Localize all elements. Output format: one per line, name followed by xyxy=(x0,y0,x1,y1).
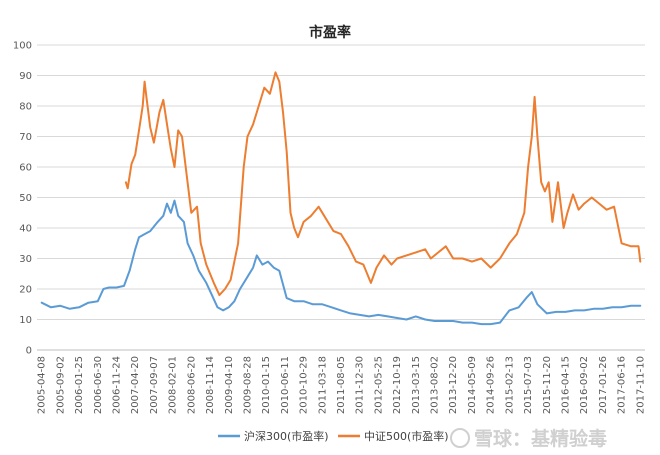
x-tick-label: 2006-06-30 xyxy=(93,356,104,414)
x-tick-label: 2010-06-11 xyxy=(280,356,291,414)
y-tick-label: 20 xyxy=(19,285,32,296)
snowball-logo-icon xyxy=(450,428,470,448)
series-lines xyxy=(40,71,642,326)
x-tick-label: 2012-05-25 xyxy=(373,356,384,414)
legend-label: 中证500(市盈率) xyxy=(364,429,449,443)
y-tick-label: 70 xyxy=(19,132,32,143)
y-tick-label: 40 xyxy=(19,224,32,235)
x-tick-label: 2013-12-20 xyxy=(448,356,459,414)
x-tick-label: 2008-11-14 xyxy=(205,356,216,414)
y-tick-label: 100 xyxy=(13,41,32,52)
x-tick-label: 2008-06-20 xyxy=(186,356,197,414)
chart-title: 市盈率 xyxy=(309,24,351,41)
series-line-hs300 xyxy=(40,199,642,326)
x-tick-label: 2015-11-20 xyxy=(542,356,553,414)
x-tick-label: 2006-11-24 xyxy=(112,356,123,414)
x-tick-label: 2014-09-26 xyxy=(486,356,497,414)
y-tick-label: 10 xyxy=(19,315,32,326)
x-tick-label: 2006-01-25 xyxy=(74,356,85,414)
x-tick-label: 2017-06-16 xyxy=(617,356,628,414)
x-tick-label: 2014-05-09 xyxy=(467,356,478,414)
series-line-zz500 xyxy=(124,71,642,297)
x-tick-label: 2005-09-02 xyxy=(55,356,66,414)
y-tick-label: 0 xyxy=(26,346,32,357)
x-tick-label: 2010-10-29 xyxy=(299,356,310,414)
x-tick-label: 2005-04-08 xyxy=(37,356,48,414)
x-tick-label: 2009-08-28 xyxy=(242,356,253,414)
x-tick-label: 2013-08-02 xyxy=(430,356,441,414)
x-tick-label: 2017-11-10 xyxy=(635,356,646,414)
x-axis-ticks: 2005-04-08 2005-09-02 2006-01-25 2006-06-30… xyxy=(37,356,647,414)
x-tick-label: 2011-03-18 xyxy=(317,356,328,414)
y-tick-label: 80 xyxy=(19,102,32,113)
watermark: 雪球：基精验毒 xyxy=(450,427,607,450)
x-tick-label: 2011-08-05 xyxy=(336,356,347,414)
legend-label: 沪深300(市盈率) xyxy=(244,429,329,443)
x-tick-label: 2016-09-02 xyxy=(579,356,590,414)
y-tick-label: 50 xyxy=(19,193,32,204)
watermark-text: 雪球：基精验毒 xyxy=(474,427,607,450)
y-tick-label: 90 xyxy=(19,71,32,82)
x-tick-label: 2007-04-20 xyxy=(130,356,141,414)
x-tick-label: 2015-07-03 xyxy=(523,356,534,414)
x-tick-label: 2016-04-15 xyxy=(560,356,571,414)
y-tick-label: 30 xyxy=(19,254,32,265)
y-tick-label: 60 xyxy=(19,163,32,174)
x-tick-label: 2007-09-07 xyxy=(149,356,160,414)
x-tick-label: 2009-04-10 xyxy=(224,356,235,414)
y-axis-ticks: 0 10 20 30 40 50 60 70 80 90 100 xyxy=(13,41,32,357)
x-tick-label: 2017-01-26 xyxy=(598,356,609,414)
legend: 沪深300(市盈率) 中证500(市盈率) xyxy=(218,429,449,443)
x-tick-label: 2011-12-30 xyxy=(355,356,366,414)
x-tick-label: 2015-02-13 xyxy=(504,356,515,414)
x-tick-label: 2010-01-15 xyxy=(261,356,272,414)
x-tick-label: 2012-10-19 xyxy=(392,356,403,414)
x-tick-label: 2008-02-01 xyxy=(168,356,179,414)
x-tick-label: 2013-03-15 xyxy=(411,356,422,414)
grid-lines xyxy=(37,44,645,351)
